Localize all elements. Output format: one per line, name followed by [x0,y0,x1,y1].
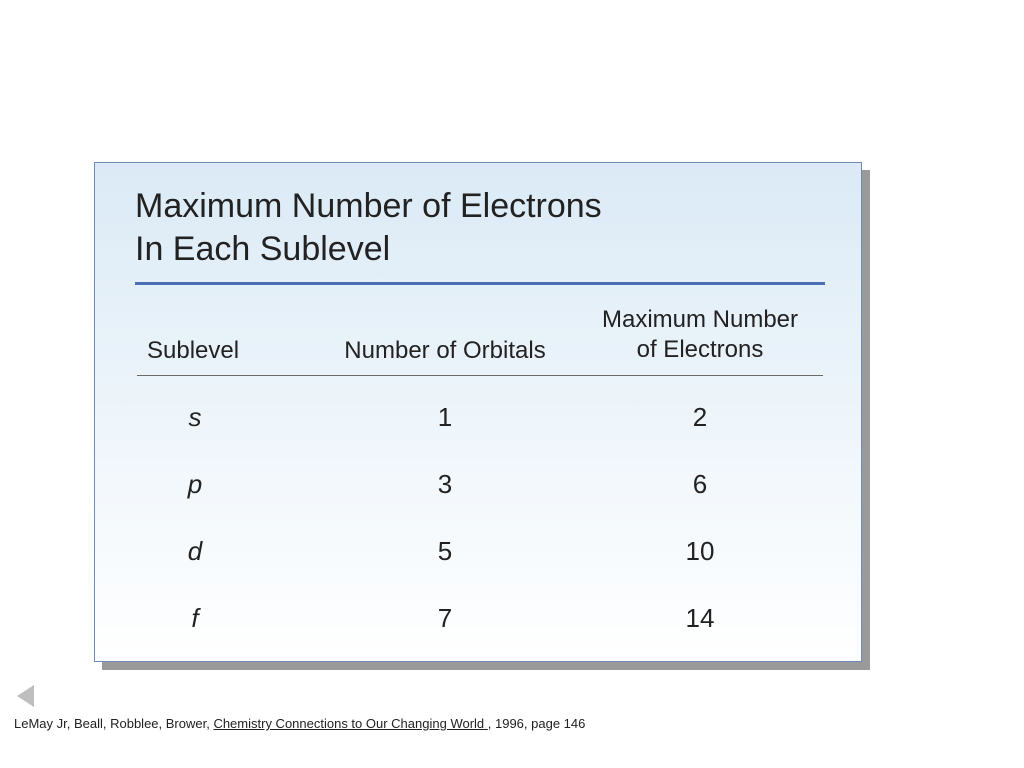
cell-orbitals: 3 [315,469,575,500]
panel: Maximum Number of Electrons In Each Subl… [94,162,862,662]
cell-sublevel: f [135,603,255,634]
header-underline [137,375,823,376]
citation-authors: LeMay Jr, Beall, Robblee, Brower, [14,716,213,731]
table-row: p 3 6 [135,451,825,518]
cell-electrons: 2 [575,402,825,433]
header-max-line1: Maximum Number [602,306,798,333]
slide-title: Maximum Number of Electrons In Each Subl… [135,185,825,270]
previous-slide-button[interactable] [14,683,36,709]
citation-tail: , 1996, page 146 [488,716,586,731]
citation-book: Chemistry Connections to Our Changing Wo… [213,716,487,731]
cell-orbitals: 1 [315,402,575,433]
electron-table: Sublevel Number of Orbitals Maximum Numb… [135,299,825,652]
header-sublevel: Sublevel [135,337,315,365]
cell-sublevel: d [135,536,255,567]
cell-electrons: 10 [575,536,825,567]
cell-electrons: 14 [575,603,825,634]
cell-sublevel: s [135,402,255,433]
cell-electrons: 6 [575,469,825,500]
header-orbitals: Number of Orbitals [315,337,575,365]
header-max-electrons: Maximum Number of Electrons [575,305,825,365]
cell-orbitals: 5 [315,536,575,567]
title-underline [135,282,825,285]
slide-panel: Maximum Number of Electrons In Each Subl… [94,162,862,662]
table-row: d 5 10 [135,518,825,585]
header-max-line2: of Electrons [637,336,764,363]
citation-text: LeMay Jr, Beall, Robblee, Brower, Chemis… [14,716,585,731]
table-header-row: Sublevel Number of Orbitals Maximum Numb… [135,299,825,375]
title-line-1: Maximum Number of Electrons [135,187,602,225]
cell-sublevel: p [135,469,255,500]
triangle-left-icon [14,683,36,709]
table-row: s 1 2 [135,384,825,451]
title-line-2: In Each Sublevel [135,230,390,268]
table-row: f 7 14 [135,585,825,652]
cell-orbitals: 7 [315,603,575,634]
